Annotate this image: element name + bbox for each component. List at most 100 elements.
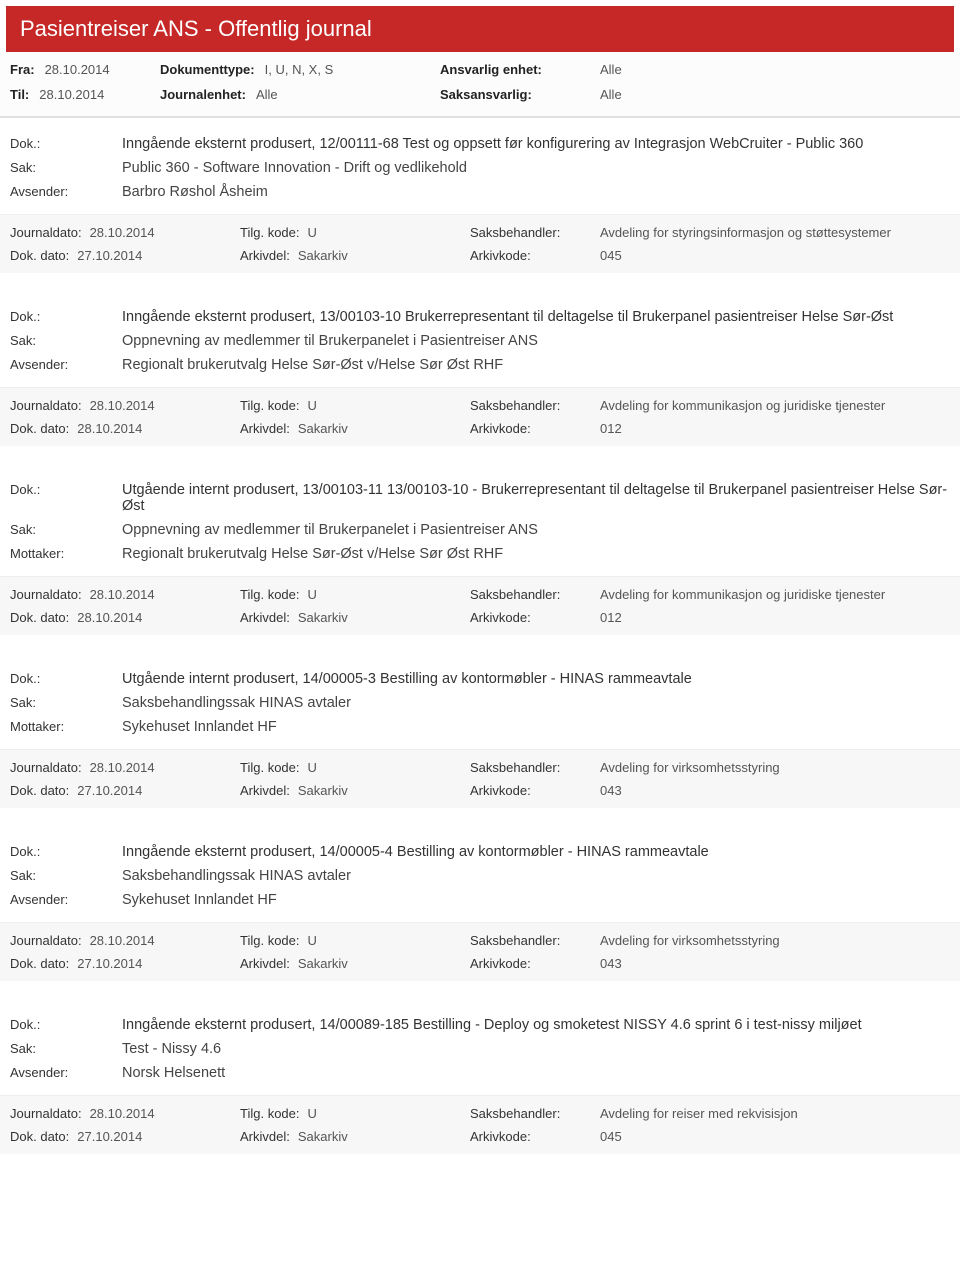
tilgkode-value: U <box>308 398 317 413</box>
arkivkode-value: 045 <box>600 1129 622 1144</box>
journaldato-label: Journaldato: <box>10 760 82 775</box>
journalenhet-label: Journalenhet: <box>160 87 246 102</box>
dok-value: Utgående internt produsert, 13/00103-11 … <box>122 482 950 514</box>
doktype-label: Dokumenttype: <box>160 62 255 77</box>
arkivdel-label: Arkivdel: <box>240 248 290 263</box>
dok-label: Dok.: <box>10 309 122 325</box>
arkivdel-value: Sakarkiv <box>298 956 348 971</box>
saksbehandler-label: Saksbehandler: <box>470 398 560 413</box>
dok-label: Dok.: <box>10 482 122 514</box>
sak-label: Sak: <box>10 868 122 884</box>
sak-label: Sak: <box>10 695 122 711</box>
saksansvarlig-label: Saksansvarlig: <box>440 87 532 102</box>
journal-entry: Dok.:Utgående internt produsert, 13/0010… <box>0 464 960 653</box>
dokdato-label: Dok. dato: <box>10 610 69 625</box>
arkivkode-value: 012 <box>600 421 622 436</box>
saksbehandler-value: Avdeling for kommunikasjon og juridiske … <box>600 587 885 602</box>
arkivkode-label: Arkivkode: <box>470 248 531 263</box>
party-label: Avsender: <box>10 184 122 200</box>
tilgkode-value: U <box>308 1106 317 1121</box>
saksbehandler-value: Avdeling for styringsinformasjon og støt… <box>600 225 891 240</box>
party-label: Avsender: <box>10 892 122 908</box>
dokdato-label: Dok. dato: <box>10 421 69 436</box>
saksbehandler-label: Saksbehandler: <box>470 225 560 240</box>
journaldato-label: Journaldato: <box>10 225 82 240</box>
arkivkode-label: Arkivkode: <box>470 956 531 971</box>
journaldato-label: Journaldato: <box>10 1106 82 1121</box>
arkivdel-label: Arkivdel: <box>240 783 290 798</box>
party-label: Mottaker: <box>10 546 122 562</box>
dokdato-value: 27.10.2014 <box>77 1129 142 1144</box>
journaldato-label: Journaldato: <box>10 587 82 602</box>
saksbehandler-label: Saksbehandler: <box>470 1106 560 1121</box>
journaldato-value: 28.10.2014 <box>90 1106 155 1121</box>
dok-value: Inngående eksternt produsert, 14/00005-4… <box>122 844 709 860</box>
tilgkode-label: Tilg. kode: <box>240 1106 300 1121</box>
dok-value: Inngående eksternt produsert, 13/00103-1… <box>122 309 893 325</box>
sak-value: Test - Nissy 4.6 <box>122 1041 221 1057</box>
arkivdel-label: Arkivdel: <box>240 1129 290 1144</box>
arkivdel-value: Sakarkiv <box>298 421 348 436</box>
arkivkode-label: Arkivkode: <box>470 1129 531 1144</box>
dok-label: Dok.: <box>10 1017 122 1033</box>
fra-label: Fra: <box>10 62 35 77</box>
arkivkode-value: 045 <box>600 248 622 263</box>
tilgkode-label: Tilg. kode: <box>240 398 300 413</box>
journaldato-value: 28.10.2014 <box>90 398 155 413</box>
tilgkode-label: Tilg. kode: <box>240 225 300 240</box>
tilgkode-value: U <box>308 933 317 948</box>
saksbehandler-value: Avdeling for virksomhetsstyring <box>600 933 780 948</box>
dokdato-value: 27.10.2014 <box>77 248 142 263</box>
saksbehandler-label: Saksbehandler: <box>470 587 560 602</box>
arkivdel-value: Sakarkiv <box>298 1129 348 1144</box>
dok-label: Dok.: <box>10 136 122 152</box>
dokdato-label: Dok. dato: <box>10 248 69 263</box>
fra-value: 28.10.2014 <box>45 62 110 77</box>
party-label: Avsender: <box>10 1065 122 1081</box>
arkivdel-label: Arkivdel: <box>240 956 290 971</box>
party-value: Norsk Helsenett <box>122 1065 225 1081</box>
sak-label: Sak: <box>10 333 122 349</box>
sak-value: Public 360 - Software Innovation - Drift… <box>122 160 467 176</box>
journaldato-label: Journaldato: <box>10 398 82 413</box>
sak-label: Sak: <box>10 160 122 176</box>
filter-panel: Fra:28.10.2014 Til:28.10.2014 Dokumentty… <box>0 52 960 118</box>
sak-value: Oppnevning av medlemmer til Brukerpanele… <box>122 333 538 349</box>
party-value: Barbro Røshol Åsheim <box>122 184 268 200</box>
arkivdel-label: Arkivdel: <box>240 610 290 625</box>
party-value: Sykehuset Innlandet HF <box>122 892 277 908</box>
journaldato-value: 28.10.2014 <box>90 760 155 775</box>
sak-value: Saksbehandlingssak HINAS avtaler <box>122 695 351 711</box>
journalenhet-value: Alle <box>256 87 278 102</box>
journal-entry: Dok.:Inngående eksternt produsert, 14/00… <box>0 826 960 999</box>
arkivkode-value: 043 <box>600 956 622 971</box>
journal-entry: Dok.:Utgående internt produsert, 14/0000… <box>0 653 960 826</box>
dok-label: Dok.: <box>10 671 122 687</box>
journal-entry: Dok.:Inngående eksternt produsert, 12/00… <box>0 118 960 291</box>
dok-value: Inngående eksternt produsert, 14/00089-1… <box>122 1017 862 1033</box>
saksbehandler-value: Avdeling for reiser med rekvisisjon <box>600 1106 798 1121</box>
tilgkode-value: U <box>308 225 317 240</box>
dokdato-label: Dok. dato: <box>10 956 69 971</box>
saksbehandler-value: Avdeling for virksomhetsstyring <box>600 760 780 775</box>
dokdato-value: 28.10.2014 <box>77 610 142 625</box>
dokdato-label: Dok. dato: <box>10 783 69 798</box>
party-value: Sykehuset Innlandet HF <box>122 719 277 735</box>
page-title: Pasientreiser ANS - Offentlig journal <box>6 6 954 52</box>
tilgkode-label: Tilg. kode: <box>240 933 300 948</box>
tilgkode-label: Tilg. kode: <box>240 587 300 602</box>
dok-label: Dok.: <box>10 844 122 860</box>
tilgkode-label: Tilg. kode: <box>240 760 300 775</box>
til-value: 28.10.2014 <box>39 87 104 102</box>
saksansvarlig-value: Alle <box>600 87 622 102</box>
arkivkode-label: Arkivkode: <box>470 610 531 625</box>
arkivkode-value: 043 <box>600 783 622 798</box>
arkivdel-value: Sakarkiv <box>298 248 348 263</box>
dokdato-label: Dok. dato: <box>10 1129 69 1144</box>
journaldato-value: 28.10.2014 <box>90 933 155 948</box>
party-label: Mottaker: <box>10 719 122 735</box>
arkivkode-value: 012 <box>600 610 622 625</box>
arkivkode-label: Arkivkode: <box>470 783 531 798</box>
arkivdel-value: Sakarkiv <box>298 610 348 625</box>
journal-entry: Dok.:Inngående eksternt produsert, 13/00… <box>0 291 960 464</box>
